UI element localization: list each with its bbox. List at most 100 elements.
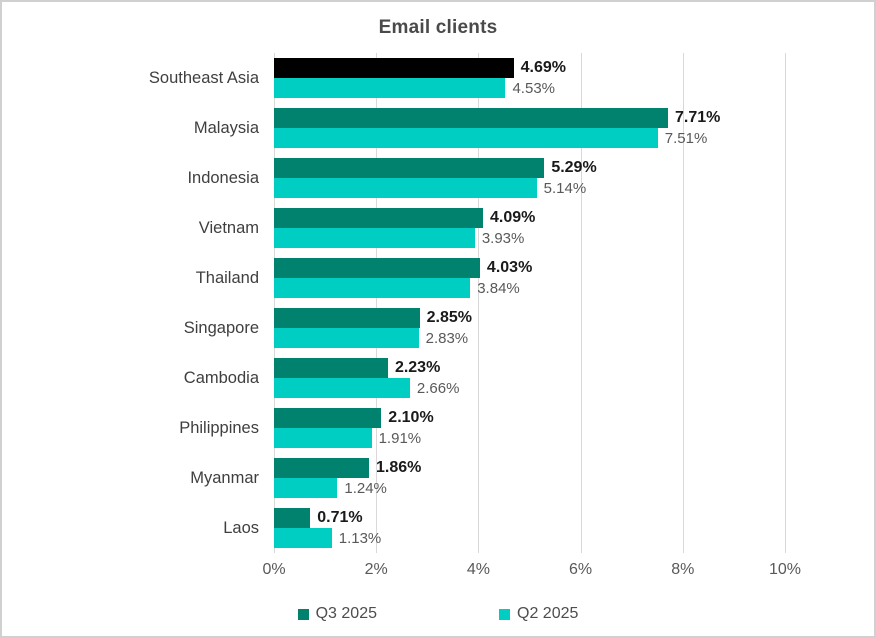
legend-item-q3: Q3 2025 — [297, 605, 377, 623]
q2-value-label: 1.13% — [338, 529, 382, 547]
bar-group: 7.71% 7.51% — [274, 108, 785, 148]
gridline — [274, 53, 275, 553]
bar-line: 0.71% — [274, 508, 785, 528]
chart-row: Philippines 2.10% 1.91% — [2, 403, 874, 453]
chart-rows: Southeast Asia 4.69% 4.53% Malaysia 7.71% 7.5… — [2, 53, 874, 553]
q3-bar — [274, 458, 370, 478]
category-label: Southeast Asia — [148, 68, 259, 87]
chart-row: Singapore 2.85% 2.83% — [2, 303, 874, 353]
category-label: Cambodia — [183, 368, 259, 387]
q3-value-label: 7.71% — [674, 109, 721, 126]
bar-line: 5.29% — [274, 158, 785, 178]
x-tick-label: 6% — [569, 561, 593, 578]
q2-bar — [274, 378, 410, 398]
q2-value-label: 2.66% — [416, 379, 460, 397]
chart-row: Thailand 4.03% 3.84% — [2, 253, 874, 303]
bar-line: 4.09% — [274, 208, 785, 228]
bar-group: 4.09% 3.93% — [274, 208, 785, 248]
x-axis: 0% 2% 4% 6% 8% 10% — [262, 561, 801, 587]
category-label: Thailand — [195, 268, 259, 287]
gridline — [682, 53, 684, 553]
category-label: Malaysia — [193, 118, 259, 137]
q2-bar — [274, 128, 658, 148]
bar-line: 2.66% — [274, 378, 785, 398]
bar-group: 5.29% 5.14% — [274, 158, 785, 198]
bar-group: 2.85% 2.83% — [274, 308, 785, 348]
bar-group: 2.23% 2.66% — [274, 358, 785, 398]
q2-bar — [274, 278, 471, 298]
chart-row: Vietnam 4.09% 3.93% — [2, 203, 874, 253]
x-tick-label: 2% — [364, 561, 388, 578]
bar-line: 3.84% — [274, 278, 785, 298]
q3-bar — [274, 208, 483, 228]
q2-value-label: 1.91% — [378, 429, 422, 447]
q3-bar — [274, 308, 420, 328]
q3-value-label: 5.29% — [551, 159, 597, 176]
q2-value-label: 3.93% — [481, 229, 525, 247]
category-label: Indonesia — [187, 168, 259, 187]
chart-row: Southeast Asia 4.69% 4.53% — [2, 53, 874, 103]
bar-line: 1.13% — [274, 528, 785, 548]
legend-swatch-icon — [499, 608, 510, 620]
bar-line: 1.86% — [274, 458, 785, 478]
chart-row: Malaysia 7.71% 7.51% — [2, 103, 874, 153]
category-label: Singapore — [183, 318, 259, 337]
q3-value-label: 1.86% — [376, 459, 422, 476]
legend-item-q2: Q2 2025 — [499, 605, 578, 623]
bar-line: 2.10% — [274, 408, 785, 428]
chart-row: Laos 0.71% 1.13% — [2, 503, 874, 553]
bar-line: 1.91% — [274, 428, 785, 448]
legend: Q3 2025 Q2 2025 — [2, 605, 874, 623]
q2-bar — [274, 78, 506, 98]
grid-layer — [274, 53, 786, 553]
bar-line: 4.03% — [274, 258, 785, 278]
q2-value-label: 7.51% — [664, 129, 708, 147]
gridline — [580, 53, 582, 553]
q2-bar — [274, 228, 475, 248]
q3-bar — [274, 58, 514, 78]
gridline — [376, 53, 378, 553]
bar-line: 5.14% — [274, 178, 785, 198]
q3-value-label: 4.09% — [489, 209, 536, 226]
q2-bar — [274, 178, 537, 198]
bar-line: 1.24% — [274, 478, 785, 498]
category-label: Laos — [223, 518, 259, 537]
x-tick-label: 4% — [466, 561, 490, 578]
q3-value-label: 4.69% — [520, 59, 567, 76]
q3-bar — [274, 508, 311, 528]
bar-group: 1.86% 1.24% — [274, 458, 785, 498]
chart-title: Email clients — [378, 17, 498, 38]
bar-group: 0.71% 1.13% — [274, 508, 785, 548]
plot-area: Southeast Asia 4.69% 4.53% Malaysia 7.71% 7.5… — [2, 53, 874, 553]
chart-row: Cambodia 2.23% 2.66% — [2, 353, 874, 403]
q3-value-label: 2.10% — [388, 409, 434, 426]
gridline — [785, 53, 786, 553]
q3-bar — [274, 158, 545, 178]
bar-line: 7.71% — [274, 108, 785, 128]
bar-group: 2.10% 1.91% — [274, 408, 785, 448]
legend-swatch-icon — [297, 608, 309, 620]
q3-value-label: 0.71% — [317, 509, 363, 526]
chart-row: Myanmar 1.86% 1.24% — [2, 453, 874, 503]
category-label: Philippines — [179, 418, 259, 437]
category-label: Myanmar — [190, 468, 259, 487]
q3-value-label: 2.23% — [394, 359, 441, 376]
bar-line: 7.51% — [274, 128, 785, 148]
bar-line: 2.23% — [274, 358, 785, 378]
q3-bar — [274, 258, 480, 278]
q2-value-label: 1.24% — [344, 479, 387, 497]
bar-line: 4.69% — [274, 58, 785, 78]
chart-row: Indonesia 5.29% 5.14% — [2, 153, 874, 203]
q3-value-label: 2.85% — [426, 309, 472, 326]
bar-line: 4.53% — [274, 78, 785, 98]
category-label: Vietnam — [198, 218, 259, 237]
q2-bar — [274, 428, 372, 448]
bar-line: 2.83% — [274, 328, 785, 348]
bar-group: 4.69% 4.53% — [274, 58, 785, 98]
legend-label: Q3 2025 — [315, 605, 377, 622]
q2-value-label: 3.84% — [477, 279, 520, 297]
x-tick-label: 8% — [671, 561, 695, 578]
bar-line: 2.85% — [274, 308, 785, 328]
q2-value-label: 5.14% — [543, 179, 587, 197]
